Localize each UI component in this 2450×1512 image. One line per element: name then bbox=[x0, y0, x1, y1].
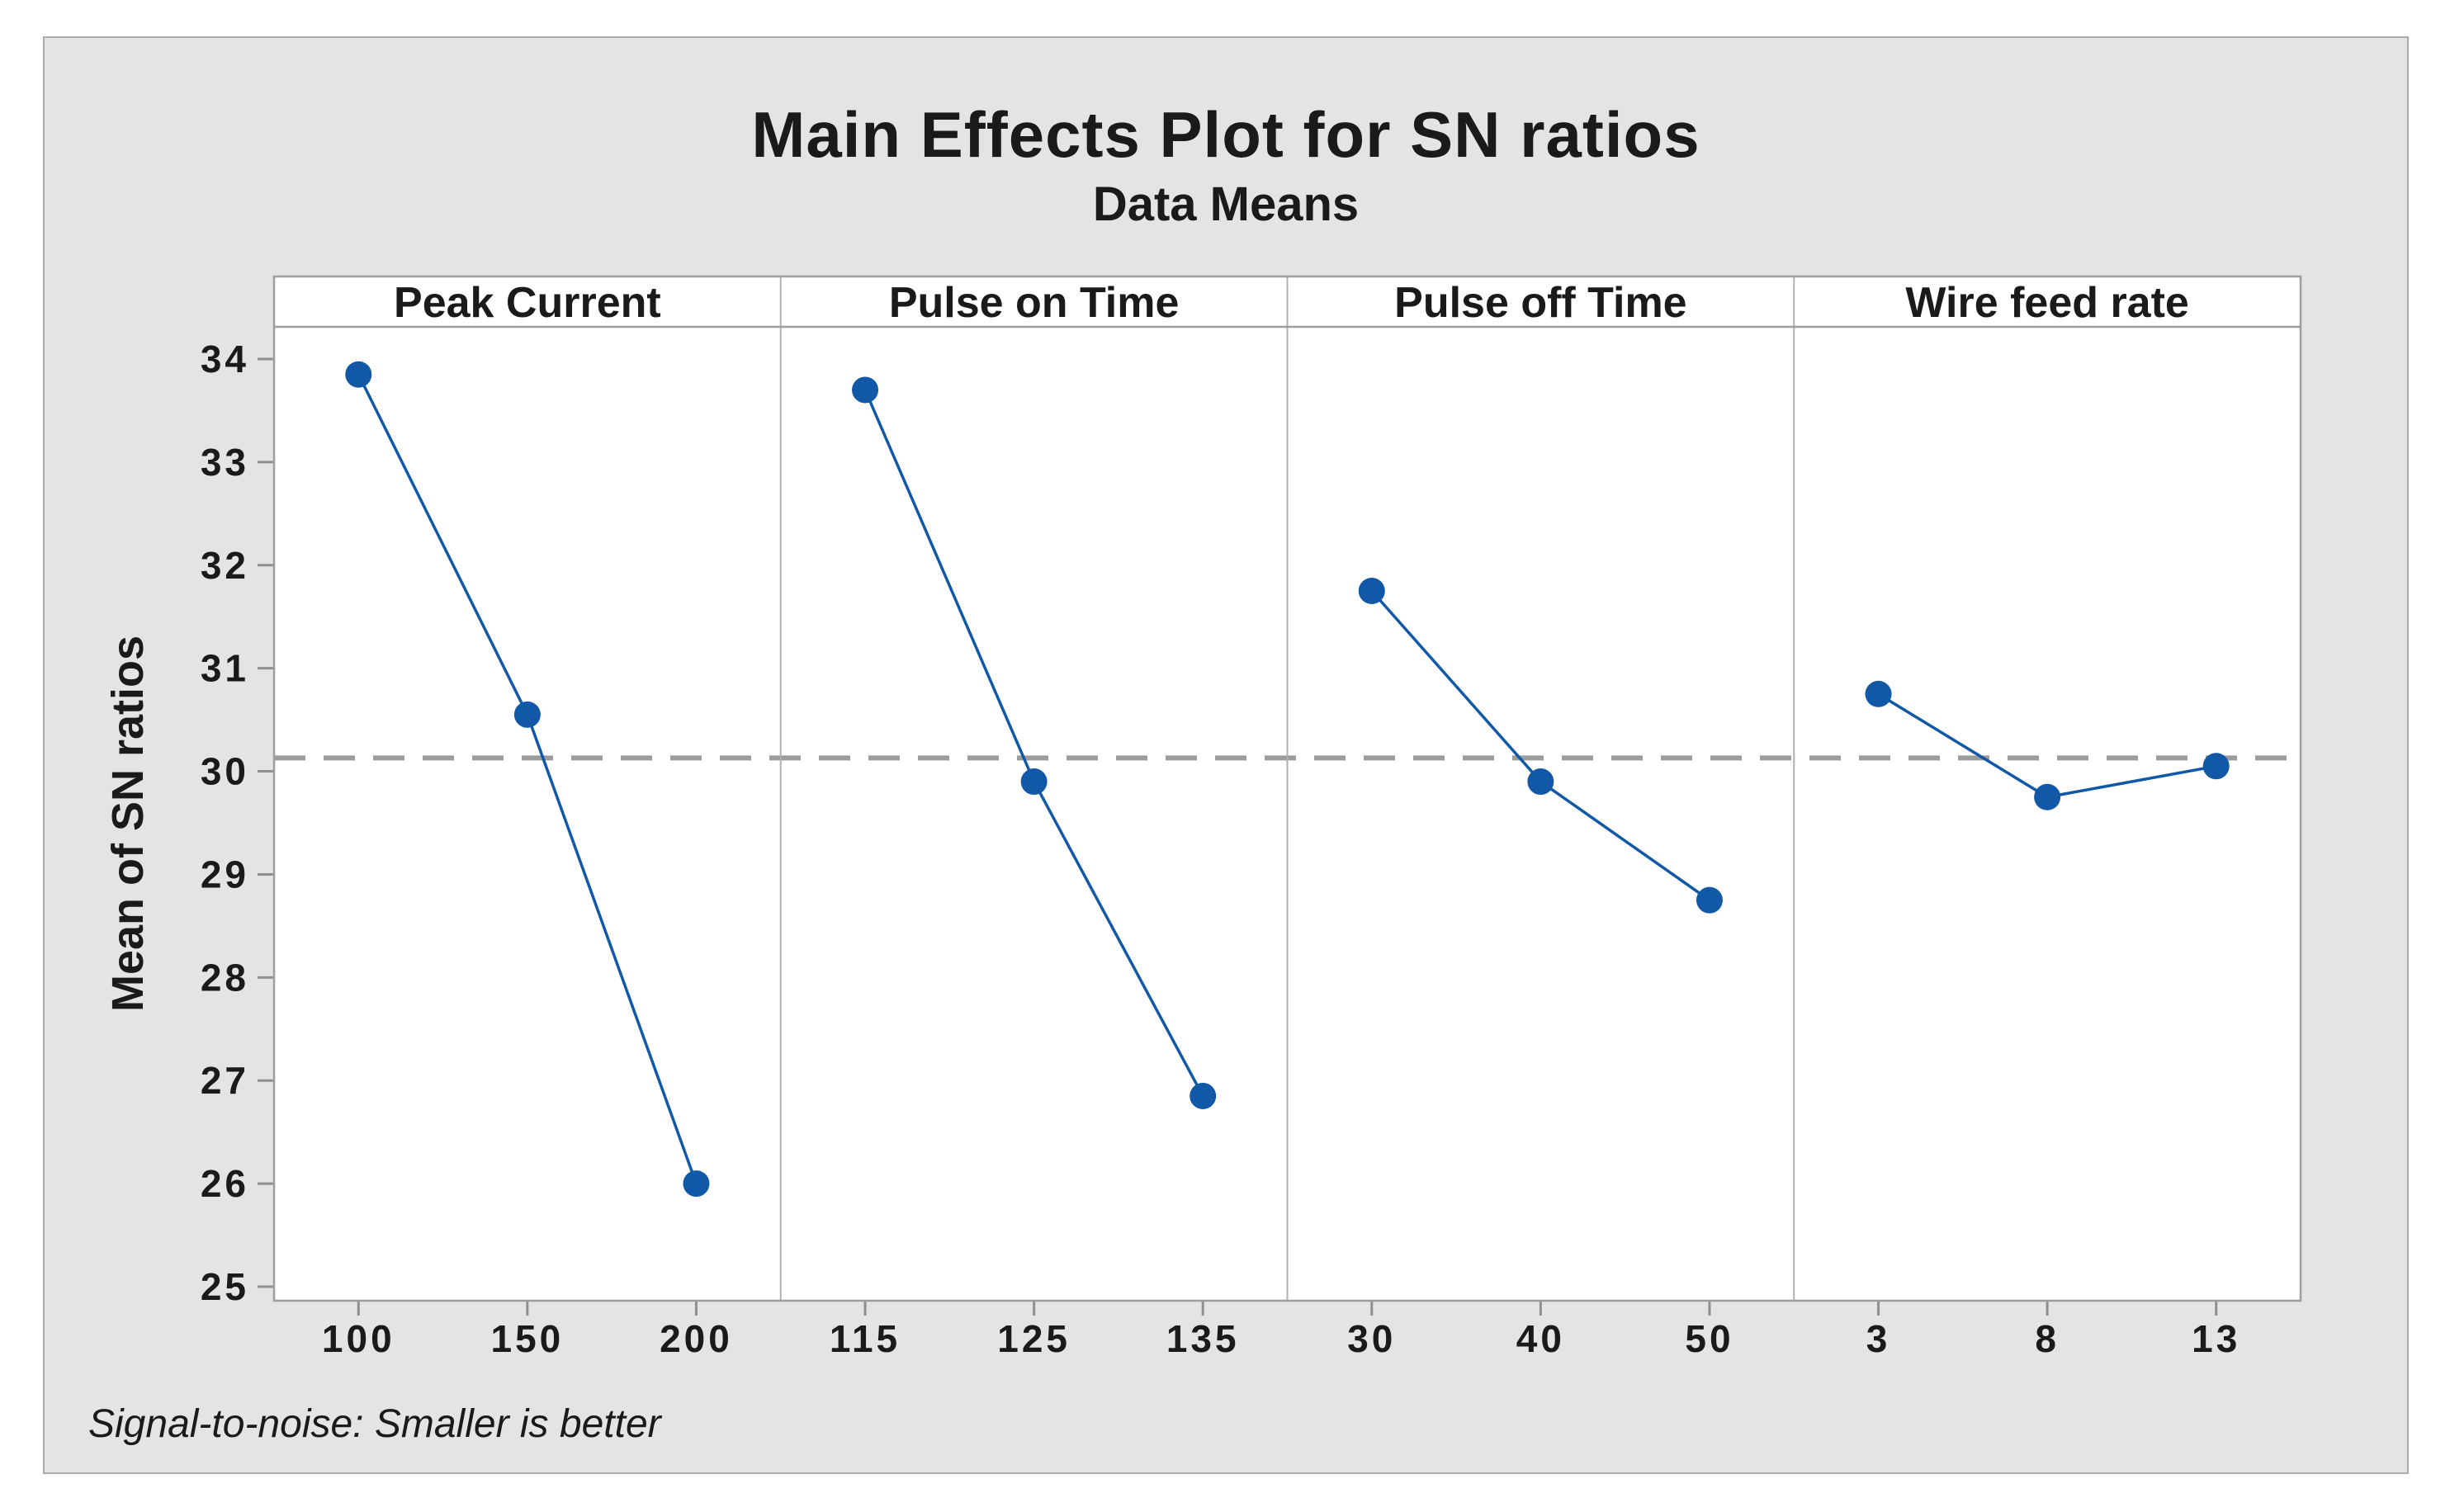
data-point-marker bbox=[1696, 886, 1723, 914]
data-point-marker bbox=[1358, 577, 1385, 604]
y-axis-tick-label: 32 bbox=[201, 544, 249, 587]
data-point-marker bbox=[1020, 768, 1048, 796]
panel-header-label: Pulse off Time bbox=[1394, 279, 1686, 327]
data-point-marker bbox=[2202, 753, 2230, 780]
x-axis-tick-label: 200 bbox=[660, 1317, 733, 1360]
y-axis-tick-label: 31 bbox=[201, 647, 249, 690]
chart-footnote: Signal-to-noise: Smaller is better bbox=[88, 1402, 661, 1446]
x-axis-tick-label: 30 bbox=[1347, 1317, 1396, 1360]
chart-title: Main Effects Plot for SN ratios bbox=[751, 98, 1700, 171]
data-point-marker bbox=[513, 701, 541, 728]
data-point-marker bbox=[2034, 783, 2061, 810]
y-axis-tick-label: 28 bbox=[201, 956, 249, 999]
y-axis-tick-label: 30 bbox=[201, 750, 249, 793]
x-axis-tick-label: 50 bbox=[1685, 1317, 1733, 1360]
y-axis-tick-label: 26 bbox=[201, 1162, 249, 1205]
chart-card: Peak Current 100 150 200 Pulse on Time 115 125… bbox=[43, 36, 2409, 1474]
data-point-marker bbox=[1865, 680, 1892, 707]
x-axis-tick-label: 8 bbox=[2035, 1317, 2060, 1360]
data-point-marker bbox=[1527, 768, 1554, 796]
panel-header-label: Peak Current bbox=[394, 279, 661, 327]
data-point-marker bbox=[345, 361, 372, 388]
y-axis-title: Mean of SN ratios bbox=[103, 636, 153, 1012]
data-point-marker bbox=[683, 1170, 710, 1198]
panel-header-label: Pulse on Time bbox=[889, 279, 1180, 327]
y-axis-tick-label: 29 bbox=[201, 853, 249, 895]
x-axis-tick-label: 3 bbox=[1866, 1317, 1891, 1360]
main-effects-plot: Peak Current 100 150 200 Pulse on Time 115 125… bbox=[103, 275, 2302, 1360]
x-axis-tick-label: 125 bbox=[997, 1317, 1071, 1360]
data-point-marker bbox=[852, 376, 879, 404]
y-axis-tick-label: 34 bbox=[201, 338, 249, 380]
x-axis-tick-label: 13 bbox=[2192, 1317, 2240, 1360]
x-axis-tick-label: 100 bbox=[322, 1317, 395, 1360]
chart-subtitle: Data Means bbox=[1092, 177, 1360, 231]
y-axis-tick-label: 25 bbox=[201, 1265, 249, 1308]
x-axis-tick-label: 40 bbox=[1516, 1317, 1565, 1360]
plot-frame bbox=[272, 275, 2302, 1302]
y-axis-tick-label: 27 bbox=[201, 1059, 249, 1102]
x-axis-tick-label: 150 bbox=[491, 1317, 565, 1360]
data-point-marker bbox=[1190, 1082, 1217, 1109]
y-axis-tick-label: 33 bbox=[201, 441, 249, 484]
panel-header-label: Wire feed rate bbox=[1905, 279, 2188, 327]
x-axis-tick-label: 115 bbox=[830, 1317, 901, 1360]
x-axis-tick-label: 135 bbox=[1166, 1317, 1240, 1360]
